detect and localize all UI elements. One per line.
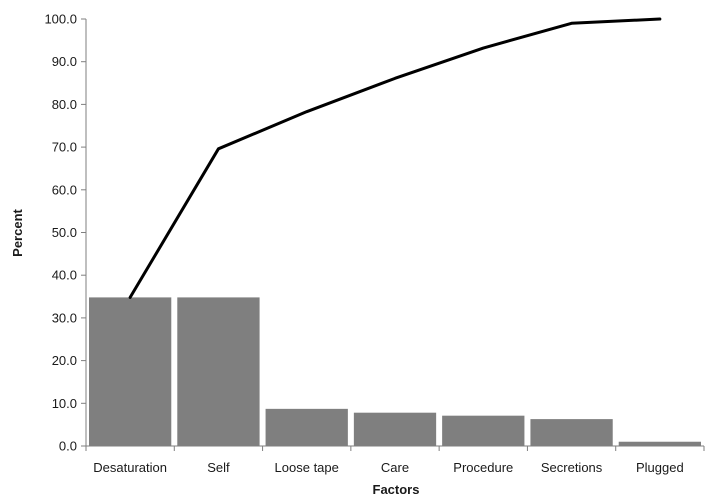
y-tick-label: 30.0: [52, 310, 77, 325]
tick-labels-layer: 0.0 10.0 20.0 30.0 40.0 50.0 60.0 70.0 80.0 90.0 1…: [44, 12, 683, 476]
axes-layer: [81, 18, 705, 451]
y-tick-label: 80.0: [52, 97, 77, 112]
y-tick-label: 100.0: [44, 12, 77, 27]
x-tick-label: Care: [381, 460, 409, 475]
y-tick-label: 90.0: [52, 54, 77, 69]
y-tick-label: 70.0: [52, 140, 77, 155]
x-tick-label: Plugged: [636, 460, 684, 475]
bars-layer: [89, 297, 701, 446]
bar-procedure: [442, 415, 525, 446]
y-tick-label: 10.0: [52, 396, 77, 411]
x-tick-label: Desaturation: [93, 460, 167, 475]
bar-loose-tape: [265, 408, 348, 446]
cumulative-percent-line: [128, 17, 662, 299]
bar-plugged: [618, 441, 701, 446]
x-axis-title: Factors: [373, 482, 420, 497]
y-axis-title: Percent: [10, 208, 25, 256]
x-tick-label: Loose tape: [275, 460, 339, 475]
y-tick-label: 40.0: [52, 268, 77, 283]
y-tick-label: 60.0: [52, 182, 77, 197]
x-tick-label: Secretions: [541, 460, 603, 475]
x-tick-label: Self: [207, 460, 230, 475]
bar-secretions: [530, 419, 613, 446]
y-tick-label: 50.0: [52, 225, 77, 240]
y-tick-label: 0.0: [59, 439, 77, 454]
x-tick-label: Procedure: [453, 460, 513, 475]
bar-self: [177, 297, 260, 446]
cumulative-line-layer: [128, 17, 662, 299]
bar-care: [353, 412, 437, 446]
y-tick-label: 20.0: [52, 353, 77, 368]
bar-desaturation: [89, 297, 172, 446]
